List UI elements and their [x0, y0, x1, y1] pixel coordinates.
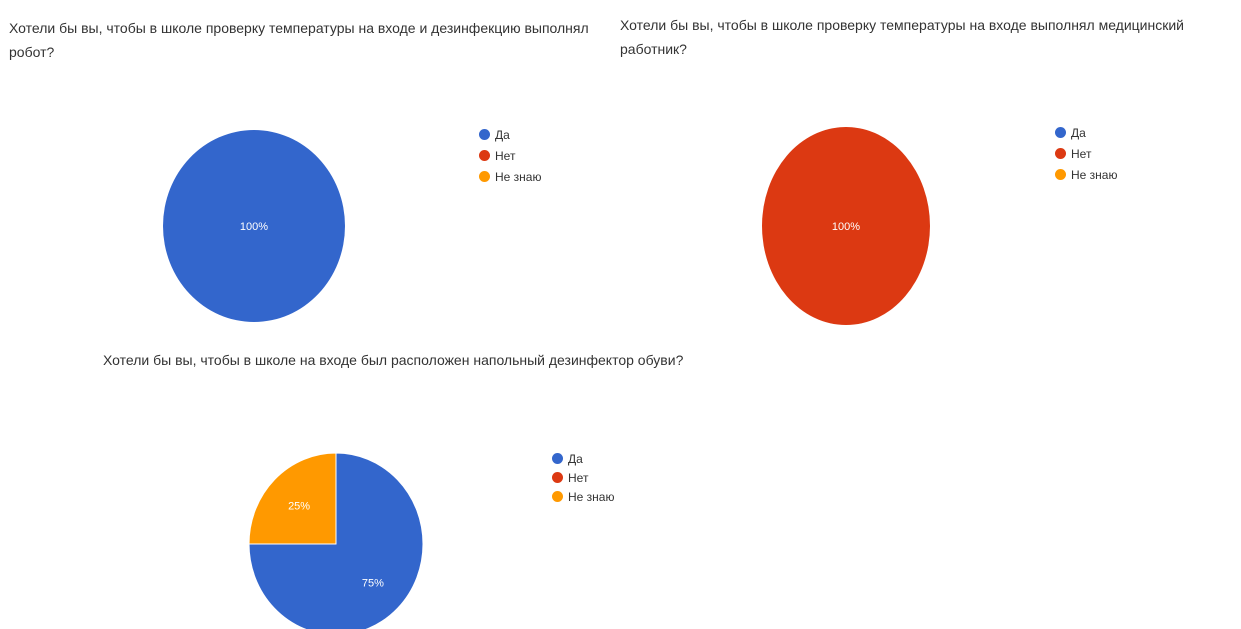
- legend-swatch-no: [552, 472, 563, 483]
- pie-chart: 100%: [163, 130, 345, 322]
- slice-data-label: 100%: [832, 221, 860, 233]
- legend-swatch-yes: [552, 453, 563, 464]
- legend-item-no: Нет: [479, 145, 541, 166]
- chart-medical-worker: Хотели бы вы, чтобы в школе проверку тем…: [620, 0, 1241, 340]
- legend-label: Нет: [495, 148, 516, 163]
- legend-label: Не знаю: [1071, 167, 1118, 182]
- pie-slice-dont-know[interactable]: [248, 452, 337, 545]
- pie-chart: 100%: [762, 127, 930, 325]
- legend-item-yes: Да: [552, 449, 614, 468]
- chart-title: Хотели бы вы, чтобы в школе проверку тем…: [620, 17, 1184, 57]
- legend-label: Не знаю: [568, 489, 615, 504]
- chart-title: Хотели бы вы, чтобы в школе на входе был…: [103, 352, 684, 368]
- legend: Да Нет Не знаю: [1055, 122, 1117, 185]
- pie-slice-yes[interactable]: [163, 130, 345, 322]
- legend-swatch-no: [1055, 148, 1066, 159]
- legend-label: Да: [1071, 125, 1086, 140]
- legend-item-dont-know: Не знаю: [1055, 164, 1117, 185]
- legend-swatch-no: [479, 150, 490, 161]
- legend-label: Да: [568, 451, 583, 466]
- legend-label: Нет: [1071, 146, 1092, 161]
- legend-item-dont-know: Не знаю: [479, 166, 541, 187]
- slice-data-label: 25%: [288, 500, 310, 512]
- legend-label: Нет: [568, 470, 589, 485]
- legend: Да Нет Не знаю: [552, 449, 614, 506]
- legend-item-no: Нет: [552, 468, 614, 487]
- legend: Да Нет Не знаю: [479, 124, 541, 187]
- legend-item-dont-know: Не знаю: [552, 487, 614, 506]
- legend-item-yes: Да: [1055, 122, 1117, 143]
- pie-chart: 75% 25%: [248, 452, 424, 629]
- legend-label: Да: [495, 127, 510, 142]
- legend-item-no: Нет: [1055, 143, 1117, 164]
- legend-item-yes: Да: [479, 124, 541, 145]
- pie-slice-no[interactable]: [762, 127, 930, 325]
- legend-swatch-dont-know: [1055, 169, 1066, 180]
- chart-title: Хотели бы вы, чтобы в школе проверку тем…: [9, 20, 589, 60]
- slice-data-label: 75%: [362, 578, 384, 590]
- legend-swatch-yes: [1055, 127, 1066, 138]
- legend-label: Не знаю: [495, 169, 542, 184]
- slice-data-label: 100%: [240, 221, 268, 233]
- chart-robot: Хотели бы вы, чтобы в школе проверку тем…: [0, 0, 620, 340]
- legend-swatch-dont-know: [479, 171, 490, 182]
- chart-shoe-disinfector: Хотели бы вы, чтобы в школе на входе был…: [0, 340, 760, 629]
- legend-swatch-dont-know: [552, 491, 563, 502]
- legend-swatch-yes: [479, 129, 490, 140]
